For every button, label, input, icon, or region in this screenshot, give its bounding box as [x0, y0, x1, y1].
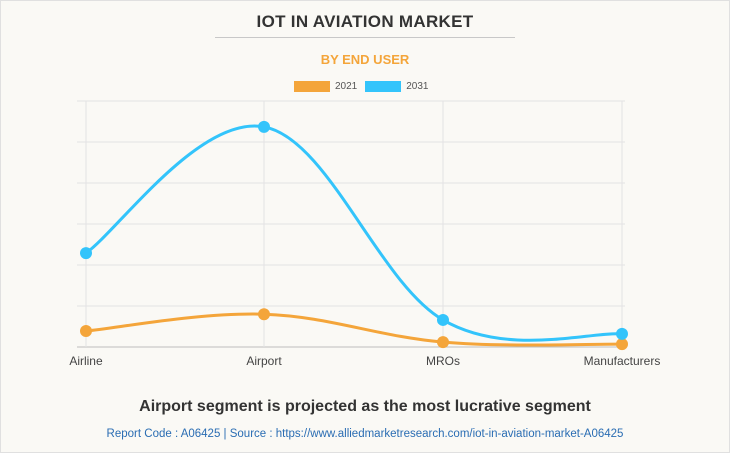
legend-label-2031: 2031 [406, 81, 429, 92]
data-point-2031-manufacturers [616, 327, 628, 340]
chart-title: IOT IN AVIATION MARKET [256, 12, 474, 31]
chart-subtitle: BY END USER [320, 52, 410, 67]
data-point-2021-airport [258, 308, 270, 321]
data-point-2031-airport [258, 120, 270, 133]
legend: 2021 2031 [294, 81, 437, 92]
legend-item-2031[interactable]: 2031 [365, 81, 429, 92]
x-tick-label: Airline [69, 354, 103, 368]
series-line-2031 [85, 124, 623, 342]
data-point-2031-mros [437, 313, 449, 326]
x-tick-label: Manufacturers [584, 354, 661, 368]
x-tick-label: MROs [426, 354, 460, 368]
series-line-2021 [85, 312, 623, 347]
source-link[interactable]: Report Code : A06425 | Source : https://… [106, 428, 624, 440]
data-point-2021-airline [80, 325, 92, 338]
legend-swatch-2021 [294, 81, 330, 92]
x-tick-label: Airport [246, 354, 282, 368]
headline: Airport segment is projected as the most… [139, 398, 591, 415]
title-divider [215, 37, 515, 38]
legend-swatch-2031 [365, 81, 402, 92]
data-point-2031-airline [80, 247, 92, 260]
data-point-2021-manufacturers [616, 338, 628, 351]
legend-item-2021[interactable]: 2021 [294, 81, 357, 92]
legend-label-2021: 2021 [335, 81, 358, 92]
data-point-2021-mros [437, 336, 449, 349]
